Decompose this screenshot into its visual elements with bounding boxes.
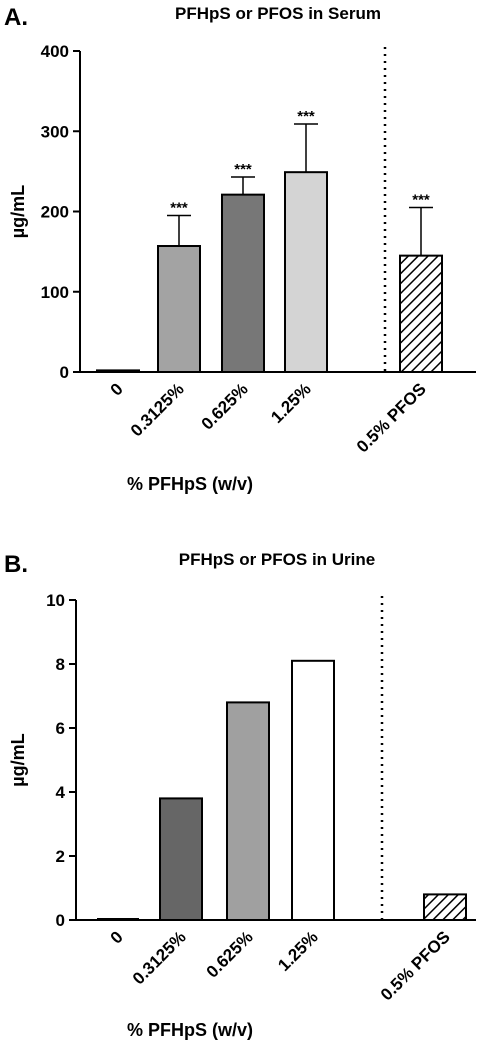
serum-category-label: 0.3125%: [127, 379, 188, 440]
serum-y-tick-label: 100: [41, 283, 69, 302]
urine-y-tick-label: 6: [56, 719, 65, 738]
serum-significance: ***: [297, 108, 315, 125]
urine-title: PFHpS or PFOS in Urine: [179, 550, 375, 569]
urine-y-tick-label: 4: [56, 783, 66, 802]
serum-category-label: 0.625%: [198, 379, 252, 433]
serum-bar: [221, 193, 265, 373]
serum-chart: PFHpS or PFOS in Serum 0 100 200 300 400 µg/mL…: [8, 4, 476, 494]
serum-y-tick-label: 200: [41, 203, 69, 222]
urine-y-axis-title: µg/mL: [8, 733, 28, 786]
serum-y-tick-label: 300: [41, 122, 69, 141]
serum-bar: [157, 245, 201, 374]
panel-a-letter: A.: [4, 4, 28, 31]
serum-bar: [284, 171, 328, 373]
urine-y-tick-label: 0: [56, 911, 65, 930]
serum-y-tick-label: 400: [41, 42, 69, 61]
urine-bar: [423, 893, 467, 921]
serum-x-axis-title: % PFHpS (w/v): [127, 474, 253, 494]
urine-bar: [226, 701, 270, 921]
panel-b-letter: B.: [4, 551, 28, 578]
serum-significance: ***: [234, 161, 252, 178]
urine-bar: [291, 659, 335, 922]
serum-significance: ***: [412, 191, 430, 208]
serum-category-label: 0: [107, 379, 127, 399]
urine-category-label: 0.3125%: [129, 927, 190, 988]
urine-y-tick-label: 2: [56, 847, 65, 866]
urine-category-label: 1.25%: [274, 927, 322, 975]
urine-bar: [159, 797, 203, 921]
serum-bar: [96, 369, 140, 373]
serum-title: PFHpS or PFOS in Serum: [175, 4, 381, 23]
urine-x-axis-title: % PFHpS (w/v): [127, 1020, 253, 1040]
serum-category-label: 0.5% PFOS: [353, 379, 430, 456]
urine-y-tick-label: 10: [46, 591, 65, 610]
serum-significance: ***: [170, 200, 188, 217]
urine-category-label: 0.5% PFOS: [377, 927, 454, 1004]
urine-category-label: 0.625%: [203, 927, 257, 981]
urine-category-label: 0: [107, 927, 127, 947]
serum-y-tick-label: 0: [60, 363, 69, 382]
serum-bar: [399, 254, 443, 373]
urine-y-tick-label: 8: [56, 655, 65, 674]
serum-category-label: 1.25%: [267, 379, 315, 427]
serum-y-axis-title: µg/mL: [8, 185, 28, 238]
